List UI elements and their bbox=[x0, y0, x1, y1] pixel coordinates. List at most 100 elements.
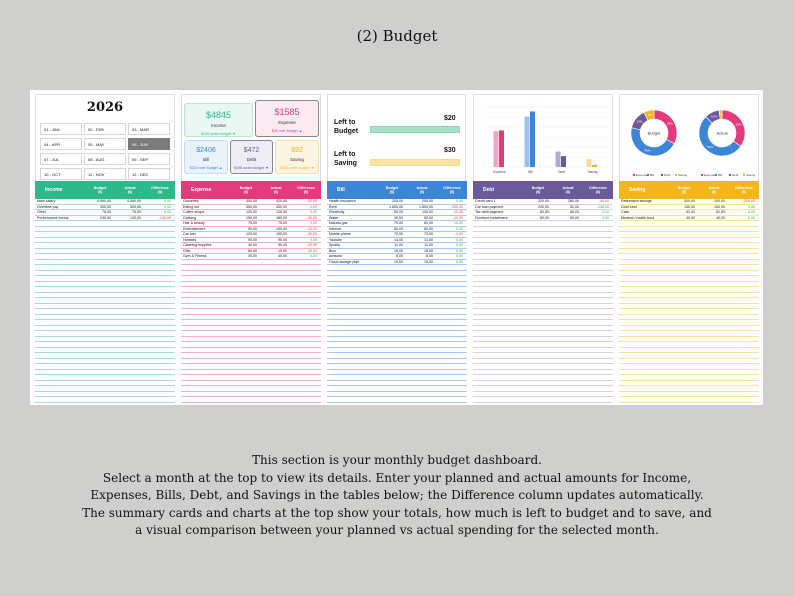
table-row[interactable] bbox=[327, 309, 467, 315]
empty-cell[interactable] bbox=[85, 282, 115, 287]
actual-cell[interactable]: 120,00 bbox=[130, 215, 141, 220]
empty-cell[interactable] bbox=[35, 298, 85, 303]
empty-cell[interactable] bbox=[473, 238, 523, 243]
empty-cell[interactable] bbox=[473, 282, 523, 287]
empty-cell[interactable] bbox=[115, 315, 145, 320]
empty-cell[interactable] bbox=[261, 271, 291, 276]
table-row[interactable]: Cloud storage plan 10,00 10,00 0,00 bbox=[327, 259, 467, 265]
empty-cell[interactable] bbox=[729, 331, 759, 336]
empty-cell[interactable] bbox=[619, 326, 669, 331]
empty-cell[interactable] bbox=[35, 397, 85, 402]
empty-cell[interactable] bbox=[583, 331, 613, 336]
budget-cell[interactable]: 80,00 bbox=[540, 215, 549, 220]
empty-cell[interactable] bbox=[327, 386, 377, 391]
actual-cell[interactable]: 1.800,00 bbox=[419, 204, 433, 209]
empty-cell[interactable] bbox=[699, 298, 729, 303]
table-row[interactable]: Entertainment 90,00 100,00 -10,00 bbox=[181, 226, 321, 232]
table-row[interactable] bbox=[619, 232, 759, 238]
actual-cell[interactable]: 120,00 bbox=[276, 210, 287, 214]
empty-cell[interactable] bbox=[291, 397, 321, 402]
difference-cell[interactable]: 0,00 bbox=[310, 210, 317, 214]
table-row[interactable] bbox=[327, 353, 467, 359]
table-row[interactable] bbox=[181, 397, 321, 403]
table-row[interactable] bbox=[35, 370, 175, 375]
table-row[interactable] bbox=[619, 293, 759, 298]
empty-cell[interactable] bbox=[669, 326, 699, 331]
table-row[interactable]: Youtube 14,00 14,00 0,00 bbox=[327, 237, 467, 243]
actual-cell[interactable]: 205,00 bbox=[422, 199, 433, 203]
budget-cell[interactable]: 52,00 bbox=[686, 210, 695, 214]
empty-cell[interactable] bbox=[619, 342, 669, 347]
empty-cell[interactable] bbox=[619, 232, 669, 237]
actual-cell[interactable]: 11,00 bbox=[424, 243, 433, 247]
empty-cell[interactable] bbox=[261, 260, 291, 265]
empty-cell[interactable] bbox=[115, 392, 145, 397]
table-row[interactable] bbox=[619, 298, 759, 304]
row-label[interactable]: Gym & Fitness bbox=[183, 254, 207, 258]
empty-cell[interactable] bbox=[619, 320, 669, 325]
actual-cell[interactable]: 100,00 bbox=[422, 210, 433, 214]
empty-cell[interactable] bbox=[473, 304, 523, 309]
empty-cell[interactable] bbox=[553, 221, 583, 226]
table-row[interactable] bbox=[473, 397, 613, 403]
difference-cell[interactable]: -200,00 bbox=[450, 204, 463, 209]
empty-cell[interactable] bbox=[35, 260, 85, 265]
actual-cell[interactable]: 52,00 bbox=[570, 204, 579, 209]
empty-cell[interactable] bbox=[115, 326, 145, 331]
empty-cell[interactable] bbox=[473, 260, 523, 265]
empty-cell[interactable] bbox=[619, 370, 669, 375]
table-row[interactable] bbox=[35, 337, 175, 342]
table-row[interactable] bbox=[619, 282, 759, 287]
empty-cell[interactable] bbox=[231, 298, 261, 303]
difference-cell[interactable]: 0,00 bbox=[456, 254, 463, 258]
empty-cell[interactable] bbox=[85, 309, 115, 314]
table-row[interactable] bbox=[473, 293, 613, 298]
empty-cell[interactable] bbox=[553, 254, 583, 259]
empty-cell[interactable] bbox=[437, 397, 467, 402]
empty-cell[interactable] bbox=[407, 392, 437, 397]
empty-cell[interactable] bbox=[327, 381, 377, 386]
empty-cell[interactable] bbox=[553, 282, 583, 287]
empty-cell[interactable] bbox=[145, 238, 175, 243]
empty-cell[interactable] bbox=[473, 265, 523, 270]
empty-cell[interactable] bbox=[145, 243, 175, 248]
empty-cell[interactable] bbox=[115, 309, 145, 314]
empty-cell[interactable] bbox=[145, 221, 175, 226]
row-label[interactable]: Spotify bbox=[329, 243, 340, 247]
empty-cell[interactable] bbox=[231, 315, 261, 320]
actual-cell[interactable]: 100,00 bbox=[276, 226, 287, 231]
actual-cell[interactable]: 14,00 bbox=[424, 237, 433, 242]
empty-cell[interactable] bbox=[291, 320, 321, 325]
empty-cell[interactable] bbox=[729, 238, 759, 243]
empty-cell[interactable] bbox=[729, 260, 759, 265]
empty-cell[interactable] bbox=[553, 386, 583, 391]
table-row[interactable] bbox=[35, 254, 175, 260]
empty-cell[interactable] bbox=[407, 348, 437, 353]
budget-cell[interactable]: 10,00 bbox=[394, 259, 403, 264]
table-row[interactable] bbox=[181, 293, 321, 298]
empty-cell[interactable] bbox=[523, 364, 553, 369]
empty-cell[interactable] bbox=[583, 265, 613, 270]
empty-cell[interactable] bbox=[327, 298, 377, 303]
empty-cell[interactable] bbox=[553, 276, 583, 281]
empty-cell[interactable] bbox=[523, 232, 553, 237]
empty-cell[interactable] bbox=[473, 243, 523, 248]
budget-cell[interactable]: 300,00 bbox=[684, 199, 695, 203]
empty-cell[interactable] bbox=[619, 293, 669, 298]
empty-cell[interactable] bbox=[699, 320, 729, 325]
table-row[interactable] bbox=[35, 287, 175, 293]
empty-cell[interactable] bbox=[583, 337, 613, 342]
empty-cell[interactable] bbox=[473, 337, 523, 342]
empty-cell[interactable] bbox=[523, 353, 553, 358]
empty-cell[interactable] bbox=[115, 298, 145, 303]
empty-cell[interactable] bbox=[669, 370, 699, 375]
empty-cell[interactable] bbox=[699, 227, 729, 232]
difference-cell[interactable]: 10,00 bbox=[454, 221, 463, 225]
difference-cell[interactable]: -200,00 bbox=[742, 199, 755, 203]
empty-cell[interactable] bbox=[291, 337, 321, 342]
empty-cell[interactable] bbox=[473, 232, 523, 237]
budget-cell[interactable]: 120,00 bbox=[246, 232, 257, 236]
difference-cell[interactable]: 0,00 bbox=[456, 226, 463, 231]
empty-cell[interactable] bbox=[553, 364, 583, 369]
empty-cell[interactable] bbox=[291, 260, 321, 265]
